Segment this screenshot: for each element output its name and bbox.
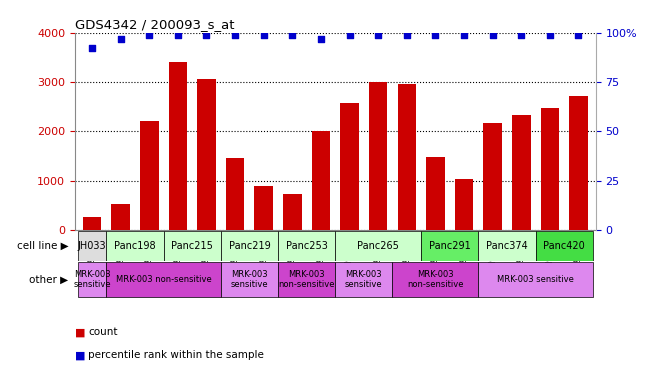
Text: Panc215: Panc215: [171, 241, 213, 251]
Bar: [335, 230, 421, 261]
Bar: [512, 115, 531, 230]
Text: ■: ■: [75, 350, 85, 360]
Text: JH033: JH033: [77, 241, 106, 251]
Point: [115, 35, 126, 41]
Bar: [426, 157, 445, 230]
Bar: [340, 103, 359, 230]
Text: count: count: [88, 327, 117, 337]
Bar: [393, 262, 478, 297]
Bar: [569, 96, 588, 230]
Bar: [226, 158, 244, 230]
Bar: [111, 204, 130, 230]
Bar: [421, 230, 478, 261]
Text: Panc374: Panc374: [486, 241, 528, 251]
Text: Panc265: Panc265: [357, 241, 399, 251]
Bar: [221, 230, 278, 261]
Point: [459, 31, 469, 38]
Text: Panc253: Panc253: [286, 241, 327, 251]
Bar: [140, 121, 159, 230]
Point: [344, 31, 355, 38]
Bar: [540, 108, 559, 230]
Bar: [197, 79, 215, 230]
Text: Panc198: Panc198: [114, 241, 156, 251]
Text: Panc420: Panc420: [544, 241, 585, 251]
Bar: [278, 262, 335, 297]
Bar: [335, 262, 393, 297]
Text: ■: ■: [75, 327, 85, 337]
Point: [430, 31, 441, 38]
Point: [545, 31, 555, 38]
Text: MRK-003
non-sensitive: MRK-003 non-sensitive: [279, 270, 335, 289]
Text: Panc219: Panc219: [229, 241, 270, 251]
Bar: [312, 131, 330, 230]
Point: [402, 31, 412, 38]
Point: [87, 45, 97, 51]
Bar: [106, 230, 163, 261]
Text: GDS4342 / 200093_s_at: GDS4342 / 200093_s_at: [75, 18, 234, 31]
Bar: [478, 230, 536, 261]
Point: [258, 31, 269, 38]
Text: MRK-003
sensitive: MRK-003 sensitive: [73, 270, 111, 289]
Bar: [77, 262, 106, 297]
Point: [574, 31, 584, 38]
Text: MRK-003
non-sensitive: MRK-003 non-sensitive: [407, 270, 464, 289]
Bar: [455, 179, 473, 230]
Bar: [369, 83, 387, 230]
Bar: [169, 62, 187, 230]
Text: MRK-003 sensitive: MRK-003 sensitive: [497, 275, 574, 284]
Point: [488, 31, 498, 38]
Bar: [483, 123, 502, 230]
Bar: [77, 230, 106, 261]
Bar: [278, 230, 335, 261]
Point: [287, 31, 298, 38]
Text: MRK-003
sensitive: MRK-003 sensitive: [230, 270, 268, 289]
Text: percentile rank within the sample: percentile rank within the sample: [88, 350, 264, 360]
Point: [201, 31, 212, 38]
Text: other ▶: other ▶: [29, 275, 68, 285]
Point: [373, 31, 383, 38]
Text: MRK-003
sensitive: MRK-003 sensitive: [345, 270, 383, 289]
Point: [144, 31, 154, 38]
Bar: [283, 194, 301, 230]
Point: [173, 31, 183, 38]
Bar: [255, 187, 273, 230]
Point: [230, 31, 240, 38]
Bar: [398, 84, 416, 230]
Point: [316, 35, 326, 41]
Bar: [163, 230, 221, 261]
Point: [516, 31, 527, 38]
Text: Panc291: Panc291: [429, 241, 471, 251]
Bar: [536, 230, 593, 261]
Text: cell line ▶: cell line ▶: [17, 241, 68, 251]
Text: MRK-003 non-sensitive: MRK-003 non-sensitive: [116, 275, 212, 284]
Bar: [106, 262, 221, 297]
Bar: [221, 262, 278, 297]
Bar: [83, 217, 102, 230]
Bar: [478, 262, 593, 297]
